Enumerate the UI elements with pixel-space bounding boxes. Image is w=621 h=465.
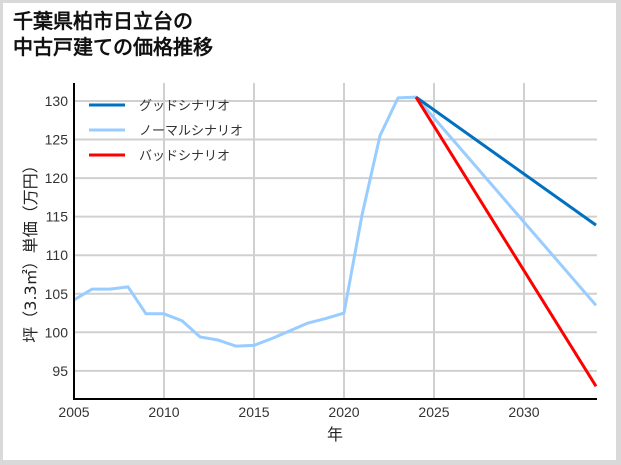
series-line xyxy=(73,95,598,348)
legend-label: ノーマルシナリオ xyxy=(139,124,243,139)
y-tick-label: 130 xyxy=(45,93,69,109)
series-lines xyxy=(73,95,598,388)
x-tick-label: 2015 xyxy=(238,404,269,420)
title-line-1: 千葉県柏市日立台の xyxy=(13,9,193,33)
x-tick-label: 2030 xyxy=(508,404,539,420)
series-line xyxy=(414,96,598,388)
y-tick-label: 95 xyxy=(52,363,68,379)
x-tick-label: 2020 xyxy=(328,404,359,420)
y-tick-label: 110 xyxy=(46,247,69,263)
x-tick-label: 2005 xyxy=(58,404,89,420)
chart-title: 千葉県柏市日立台の 中古戸建ての価格推移 xyxy=(13,8,213,60)
y-tick-label: 125 xyxy=(45,132,69,148)
axes: 95 100 105 110 115 120 125 130 2005 2010 2015 2020 2… xyxy=(21,83,597,444)
x-tick-label: 2025 xyxy=(418,404,449,420)
chart-card xyxy=(3,3,616,460)
title-line-2: 中古戸建ての価格推移 xyxy=(13,35,213,59)
series-line xyxy=(415,95,597,227)
y-tick-label: 100 xyxy=(45,324,69,340)
y-axis-label: 坪（3.3㎡）単価（万円） xyxy=(21,157,40,342)
y-tick-label: 120 xyxy=(45,170,69,186)
grid-lines xyxy=(74,83,597,399)
legend-label: グッドシナリオ xyxy=(139,99,230,114)
x-axis-label: 年 xyxy=(327,425,343,444)
y-tick-label: 115 xyxy=(46,209,69,225)
legend-label: バッドシナリオ xyxy=(139,149,230,164)
y-tick-label: 105 xyxy=(45,286,69,302)
x-tick-label: 2010 xyxy=(148,404,179,420)
